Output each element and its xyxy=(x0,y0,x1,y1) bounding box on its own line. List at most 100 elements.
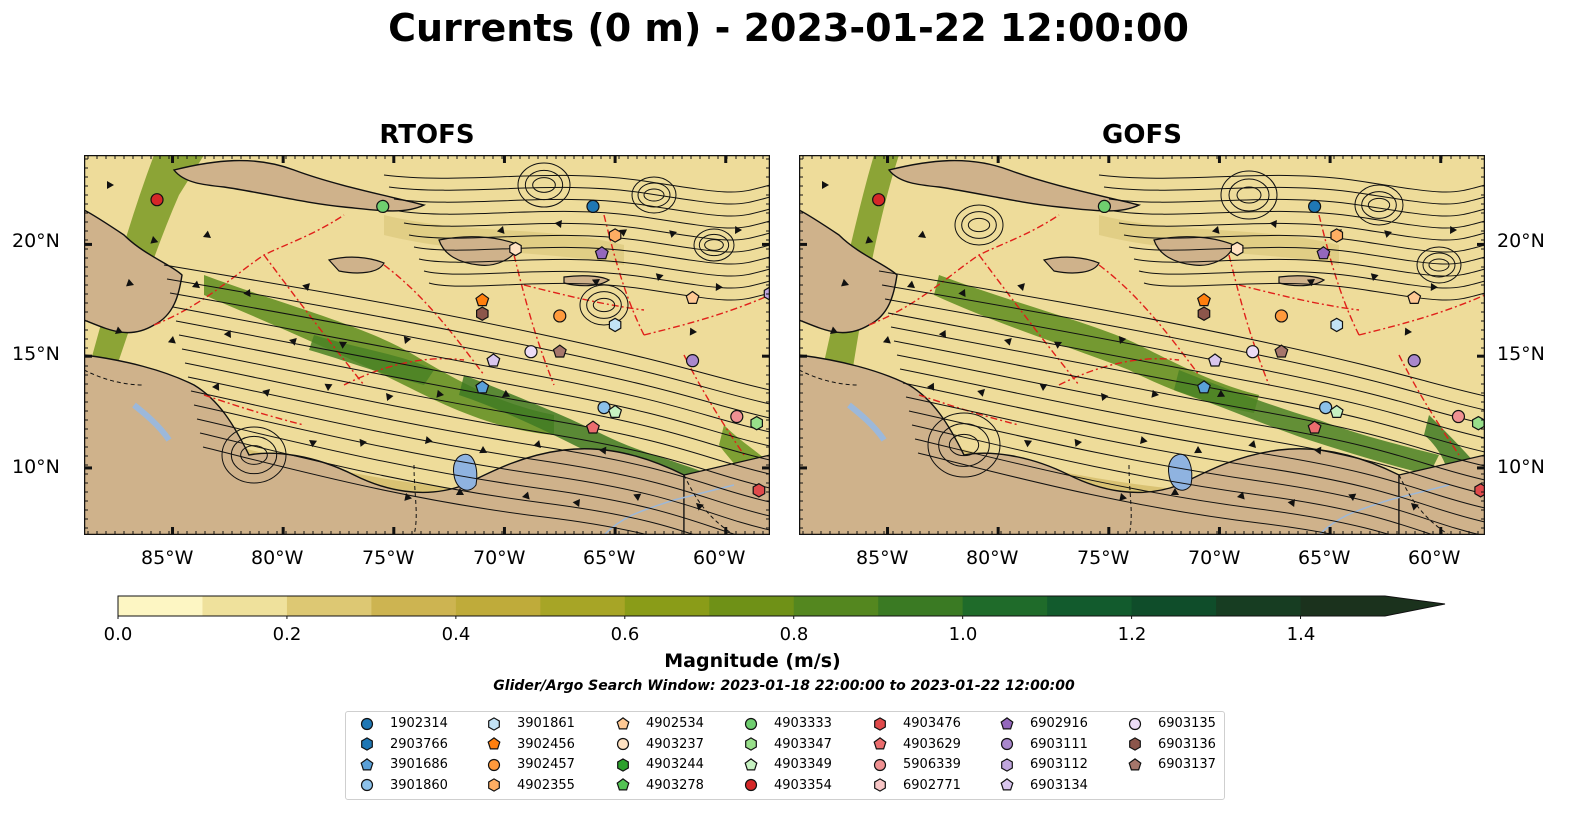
legend-marker xyxy=(488,716,500,731)
eddy-streamline xyxy=(1354,184,1404,226)
streamline xyxy=(413,246,770,265)
eez-boundary xyxy=(153,214,345,326)
streamline xyxy=(908,410,1483,535)
streamline xyxy=(178,334,770,461)
streamlines xyxy=(822,170,1485,535)
streamline xyxy=(393,198,770,217)
float-marker xyxy=(1451,409,1466,424)
streamline-arrow xyxy=(203,230,211,238)
legend-symbol xyxy=(360,717,374,730)
map-panel-gofs[interactable] xyxy=(799,155,1485,535)
legend-label: 6903134 xyxy=(1030,777,1088,793)
map-frame xyxy=(84,155,770,535)
float-marker xyxy=(1330,317,1344,333)
eddy-streamline xyxy=(1228,178,1270,212)
streamline-arrow xyxy=(735,225,743,234)
legend-label: 6903136 xyxy=(1158,736,1216,752)
map-panel-rtofs[interactable] xyxy=(84,155,770,535)
streamline xyxy=(905,396,1485,523)
legend: 1902314 2903766 3901686 3901860 3901861 39024… xyxy=(345,711,1225,800)
float-marker xyxy=(1319,400,1333,415)
streamline xyxy=(193,404,770,531)
float-marker xyxy=(552,344,567,358)
streamline-arrow xyxy=(689,327,697,336)
land-central-america-north xyxy=(799,209,898,334)
streamline-arrow xyxy=(1194,445,1203,454)
eddy-streamline xyxy=(954,204,1004,246)
streamline xyxy=(428,282,770,301)
lon-label-rtofs-75: 75°W xyxy=(362,547,415,569)
legend-label: 6903112 xyxy=(1030,757,1088,772)
legend-marker xyxy=(874,778,886,792)
float-marker xyxy=(1196,380,1211,394)
streamline-arrow xyxy=(1348,493,1357,501)
float-marker xyxy=(752,483,766,498)
streamline-arrow xyxy=(223,329,231,338)
eddy-streamline xyxy=(240,445,268,465)
legend-entry: 5906339 xyxy=(873,757,961,772)
legend-marker xyxy=(1128,717,1142,730)
streamline xyxy=(383,174,770,193)
streamline-arrow xyxy=(655,273,664,281)
lon-label-rtofs-65: 65°W xyxy=(583,547,636,569)
legend-symbol xyxy=(744,757,758,770)
legend-marker xyxy=(744,757,758,770)
lon-label-gofs-60: 60°W xyxy=(1408,547,1461,569)
streamline-arrow xyxy=(1306,279,1315,287)
legend-entry: 1902314 xyxy=(360,716,448,731)
streamline-arrow xyxy=(262,389,270,397)
legend-entry: 6903137 xyxy=(1128,757,1216,772)
streamline-arrow xyxy=(107,181,114,189)
legend-entry: 3902457 xyxy=(487,757,575,772)
streamline-arrow xyxy=(958,289,966,298)
legend-entry: 4903629 xyxy=(873,737,961,752)
streamline-arrow xyxy=(882,336,891,344)
eddy-streamline xyxy=(1361,191,1397,219)
legend-entry: 6902916 xyxy=(1000,716,1088,731)
streamline-arrow xyxy=(1248,440,1257,448)
land-jamaica xyxy=(1042,256,1100,274)
streamline-arrow xyxy=(669,230,677,238)
streamline xyxy=(187,376,770,503)
eddy-streamline xyxy=(586,291,622,319)
colorbar-tick-label: 1.2 xyxy=(1117,624,1147,645)
streamline-arrow xyxy=(918,230,926,238)
streamline-arrow xyxy=(633,493,642,501)
streamline xyxy=(911,424,1435,535)
float-marker xyxy=(1471,415,1485,431)
streamline xyxy=(418,258,770,277)
streamline-arrow xyxy=(150,235,159,244)
float-marker xyxy=(553,309,567,323)
float-marker xyxy=(1316,246,1331,260)
colorbar-segment xyxy=(202,596,288,616)
streamline-arrow xyxy=(830,326,838,334)
lat-label-right-20: 20°N xyxy=(1497,230,1545,252)
streamline-arrow xyxy=(1370,273,1379,281)
legend-entry: 4903476 xyxy=(873,716,961,731)
colorbar-segment xyxy=(286,596,372,616)
streamline xyxy=(169,292,770,419)
streamline-arrow xyxy=(1003,337,1012,346)
float-marker xyxy=(1207,353,1223,367)
float-marker xyxy=(1196,292,1211,307)
float-marker xyxy=(1230,241,1244,257)
float-marker xyxy=(476,306,489,321)
colorbar-segment xyxy=(455,596,541,616)
legend-marker xyxy=(873,758,887,771)
streamline xyxy=(878,270,1485,397)
colorbar-segment xyxy=(1300,596,1386,616)
streamline-arrow xyxy=(192,280,200,289)
land-south-america xyxy=(84,354,685,535)
legend-marker xyxy=(873,737,887,750)
search-window-caption: Glider/Argo Search Window: 2023-01-18 22… xyxy=(493,678,1075,694)
float-marker xyxy=(509,241,522,257)
lon-label-rtofs-70: 70°W xyxy=(473,547,526,569)
streamline xyxy=(403,222,770,241)
legend-label: 4903629 xyxy=(903,736,961,752)
lat-label-right-10: 10°N xyxy=(1497,456,1545,478)
streamline-arrow xyxy=(1269,219,1277,228)
lon-label-rtofs-80: 80°W xyxy=(251,547,304,569)
legend-symbol xyxy=(616,778,630,791)
colorbar-tick-label: 1.4 xyxy=(1286,624,1316,645)
streamline-arrow xyxy=(591,279,600,287)
